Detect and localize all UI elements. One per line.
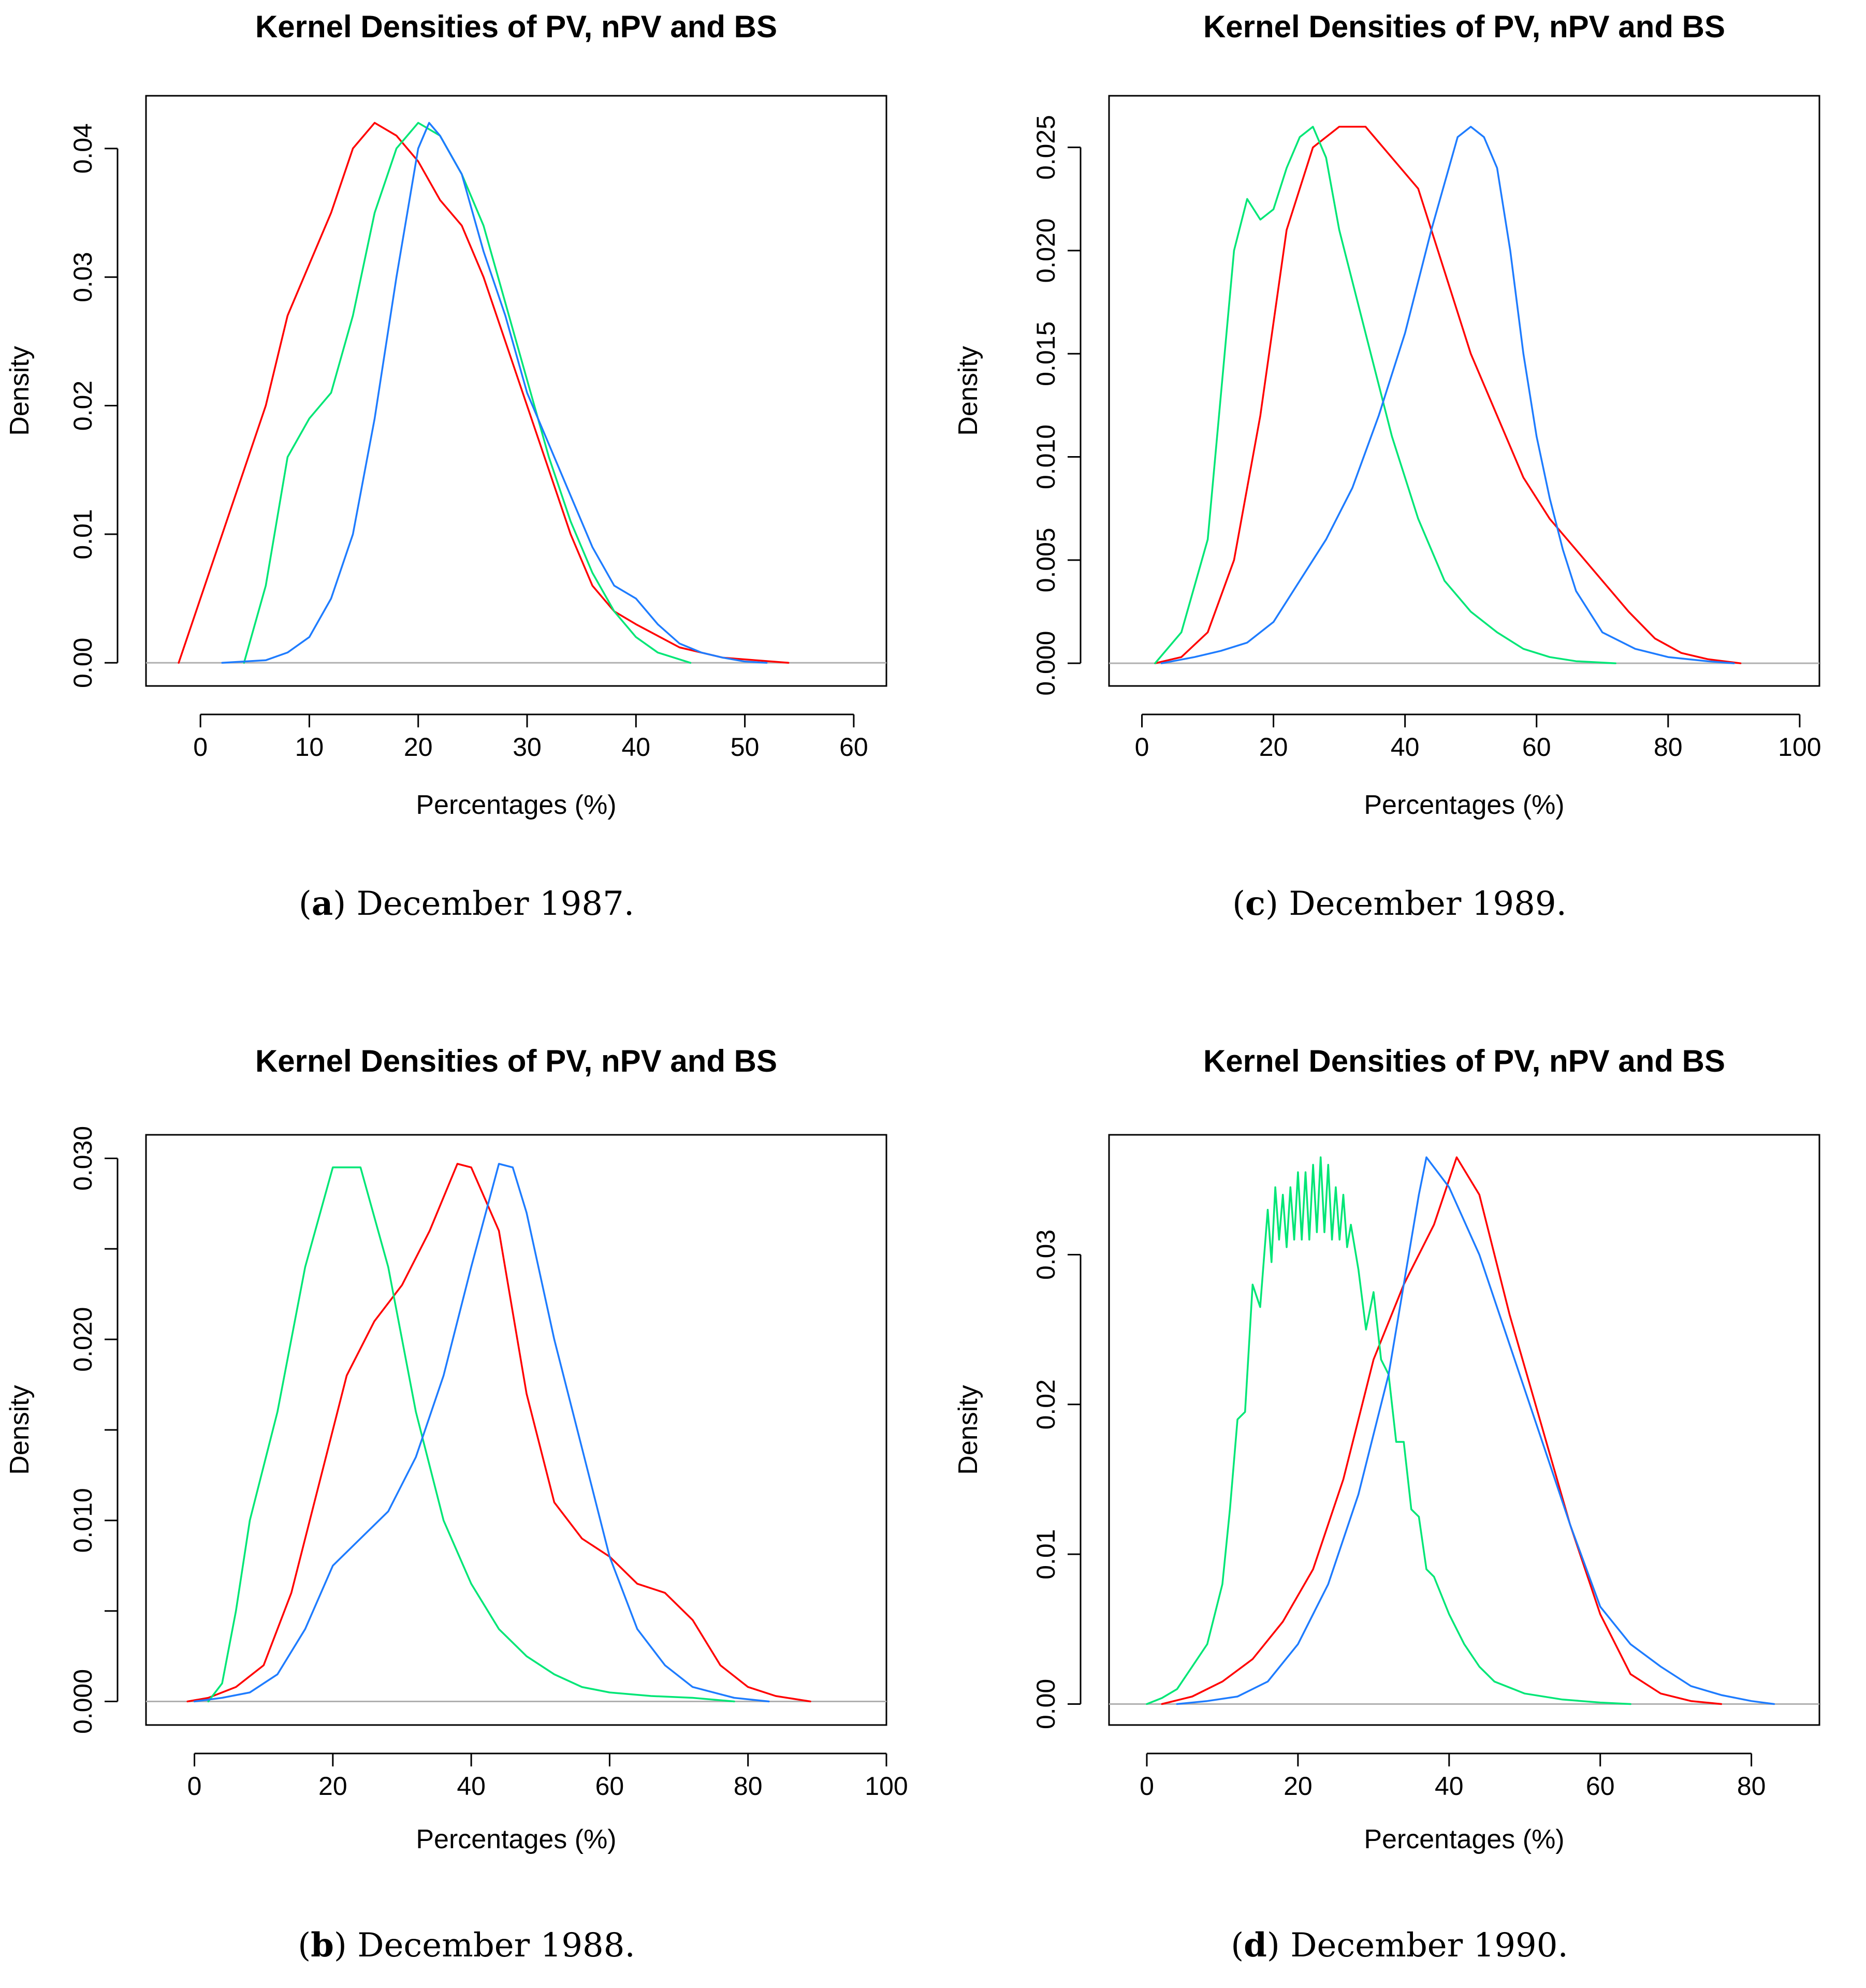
chart-c-y-tick-label: 0.020: [1031, 218, 1060, 283]
chart-c-x-tick-label: 100: [1778, 733, 1821, 762]
chart-c-series-bs-line: [1160, 126, 1735, 664]
chart-c-y-tick-label: 0.000: [1031, 631, 1060, 696]
caption-d-letter: d: [1244, 1926, 1267, 1965]
caption-a-letter: a: [311, 884, 333, 923]
chart-d-x-tick-label: 80: [1737, 1772, 1766, 1801]
chart-c-y-tick-label: 0.025: [1031, 115, 1060, 180]
chart-d-x-tick-label: 40: [1435, 1772, 1464, 1801]
chart-b-x-tick-label: 20: [318, 1772, 347, 1801]
chart-b-y-tick-label: 0.030: [68, 1126, 97, 1191]
chart-d-y-tick-label: 0.01: [1031, 1529, 1060, 1579]
chart-c-series-pv-line: [1154, 126, 1742, 664]
chart-d-y-tick-label: 0.00: [1031, 1679, 1060, 1729]
chart-b-x-tick-label: 100: [865, 1772, 908, 1801]
chart-c-x-tick-label: 40: [1391, 733, 1420, 762]
chart-c-title: Kernel Densities of PV, nPV and BS: [1203, 9, 1725, 44]
chart-a-title: Kernel Densities of PV, nPV and BS: [255, 9, 777, 44]
chart-a-y-tick-label: 0.02: [68, 381, 97, 431]
chart-b-x-tick-label: 40: [457, 1772, 486, 1801]
caption-b-text: ) December 1988.: [333, 1926, 635, 1965]
chart-d-x-axis-label: Percentages (%): [1364, 1824, 1564, 1854]
chart-a-x-tick-label: 10: [295, 733, 324, 762]
chart-a-x-tick-label: 60: [839, 733, 868, 762]
chart-b-y-axis-label: Density: [5, 1385, 35, 1474]
caption-a-text: ) December 1987.: [333, 885, 635, 923]
chart-d-x-tick-label: 60: [1586, 1772, 1615, 1801]
chart-a-y-tick-label: 0.01: [68, 509, 97, 559]
chart-c-svg: Kernel Densities of PV, nPV and BS 0 20 40 6…: [953, 9, 1821, 820]
chart-a-plot-frame: [145, 95, 887, 687]
chart-a-series-bs-line: [221, 122, 768, 664]
chart-b-title: Kernel Densities of PV, nPV and BS: [255, 1044, 777, 1078]
chart-b-series-pv-line: [186, 1163, 811, 1703]
chart-d-y-tick-label: 0.02: [1031, 1379, 1060, 1429]
caption-d-text: ) December 1990.: [1266, 1926, 1568, 1965]
chart-c-plot-frame: [1108, 95, 1820, 687]
chart-d-y-axis-label: Density: [953, 1385, 983, 1474]
chart-c-x-tick-label: 80: [1654, 733, 1683, 762]
chart-d-series-npv-line: [1146, 1156, 1631, 1705]
chart-c-x-tick-label: 0: [1135, 733, 1149, 762]
chart-panel-c: Kernel Densities of PV, nPV and BS 0 20 40 6…: [933, 0, 1866, 994]
chart-b-x-axis-label: Percentages (%): [416, 1824, 616, 1854]
chart-b-y-tick-label: 0.000: [68, 1669, 97, 1734]
chart-d-svg: Kernel Densities of PV, nPV and BS 0 20 40 6…: [953, 1044, 1820, 1854]
chart-panel-d: Kernel Densities of PV, nPV and BS 0 20 40 6…: [933, 994, 1866, 1988]
chart-panel-a: Kernel Densities of PV, nPV and BS 0 10 20 3…: [0, 0, 933, 994]
chart-c-y-tick-label: 0.010: [1031, 425, 1060, 489]
chart-d-plot-frame: [1108, 1134, 1820, 1726]
chart-d-series-pv-line: [1161, 1156, 1723, 1705]
chart-c-x-axis-label: Percentages (%): [1364, 790, 1564, 820]
chart-a-y-tick-label: 0.00: [68, 638, 97, 688]
chart-a-x-tick-label: 20: [404, 733, 433, 762]
chart-b-x-tick-label: 80: [734, 1772, 763, 1801]
caption-a: (a) December 1987.: [298, 884, 635, 923]
chart-d-y-tick-label: 0.03: [1031, 1230, 1060, 1280]
caption-d: (d) December 1990.: [1231, 1926, 1568, 1965]
caption-c: (c) December 1989.: [1232, 884, 1567, 923]
chart-a-x-tick-label: 0: [193, 733, 208, 762]
chart-b-svg: Kernel Densities of PV, nPV and BS 0 20 40 6…: [5, 1044, 908, 1854]
chart-a-series-pv-line: [178, 122, 790, 664]
chart-c-y-tick-label: 0.005: [1031, 528, 1060, 592]
chart-b-series-bs-line: [193, 1163, 770, 1703]
chart-c-x-tick-label: 20: [1259, 733, 1288, 762]
chart-a-series-npv-line: [243, 122, 692, 664]
chart-b-y-tick-label: 0.010: [68, 1488, 97, 1553]
chart-d-x-tick-label: 0: [1140, 1772, 1154, 1801]
chart-a-x-tick-label: 50: [731, 733, 760, 762]
chart-b-plot-frame: [145, 1134, 887, 1726]
chart-b-series-npv-line: [207, 1166, 735, 1703]
caption-b-letter: b: [311, 1926, 334, 1965]
chart-a-x-tick-label: 40: [622, 733, 651, 762]
chart-d-x-tick-label: 20: [1284, 1772, 1313, 1801]
caption-c-text: ) December 1989.: [1265, 885, 1567, 923]
chart-c-series-npv-line: [1154, 126, 1616, 664]
chart-c-x-tick-label: 60: [1522, 733, 1551, 762]
caption-b: (b) December 1988.: [298, 1926, 635, 1965]
chart-a-y-axis-label: Density: [5, 346, 35, 435]
chart-d-series-bs-line: [1176, 1156, 1775, 1705]
chart-c-y-tick-label: 0.015: [1031, 321, 1060, 386]
chart-a-x-tick-label: 30: [513, 733, 542, 762]
chart-b-x-tick-label: 60: [595, 1772, 624, 1801]
chart-panel-b: Kernel Densities of PV, nPV and BS 0 20 40 6…: [0, 994, 933, 1988]
caption-c-letter: c: [1245, 884, 1266, 923]
chart-a-y-tick-label: 0.04: [68, 123, 97, 173]
chart-d-title: Kernel Densities of PV, nPV and BS: [1203, 1044, 1725, 1078]
chart-b-y-tick-label: 0.020: [68, 1307, 97, 1372]
chart-b-x-tick-label: 0: [187, 1772, 202, 1801]
chart-a-y-tick-label: 0.03: [68, 252, 97, 302]
chart-a-svg: Kernel Densities of PV, nPV and BS 0 10 20 3…: [5, 9, 887, 820]
chart-c-y-axis-label: Density: [953, 346, 983, 435]
chart-a-x-axis-label: Percentages (%): [416, 790, 616, 820]
